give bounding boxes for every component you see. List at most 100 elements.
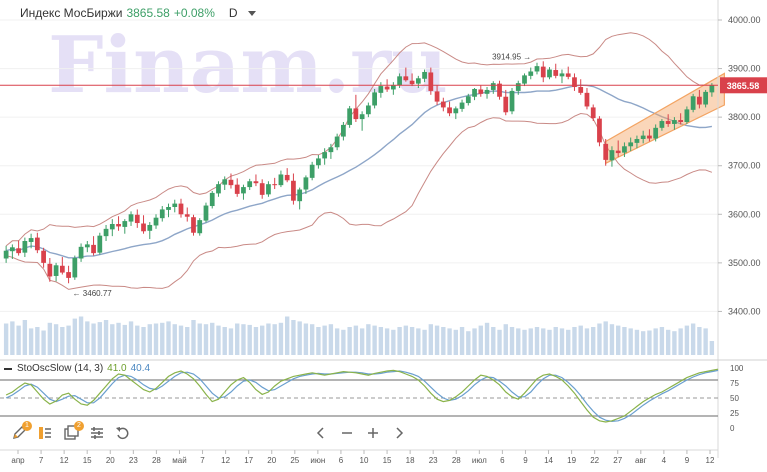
volume-bar	[366, 324, 371, 355]
candle-body	[322, 152, 328, 159]
candle	[266, 181, 271, 197]
candle	[584, 88, 590, 110]
time-tick-label: 12	[60, 456, 69, 465]
candle-body	[540, 66, 546, 78]
candle-body	[259, 183, 265, 195]
undo-icon[interactable]	[110, 422, 136, 444]
volume-bar	[122, 324, 127, 355]
candle	[697, 89, 702, 109]
interval-selector[interactable]: D	[228, 6, 238, 20]
volume-bar	[534, 327, 540, 355]
list-icon[interactable]	[32, 422, 58, 444]
caret-down-icon[interactable]	[247, 10, 256, 16]
volume-bar	[247, 324, 252, 355]
candle-body	[53, 265, 59, 276]
candle	[534, 62, 540, 75]
settings-icon[interactable]	[84, 422, 110, 444]
candle	[153, 214, 159, 229]
volume-bar	[172, 324, 177, 355]
candle	[484, 87, 490, 99]
volume-bar	[147, 324, 152, 355]
time-tick-label: 17	[244, 456, 253, 465]
volume-bar	[597, 323, 602, 355]
zoom-out-icon[interactable]	[334, 422, 360, 444]
volume-bar	[85, 321, 90, 355]
candle-body	[628, 142, 634, 147]
volume-bar	[453, 329, 458, 355]
instrument-name[interactable]: Индекс МосБиржи	[20, 6, 123, 20]
candle	[309, 161, 315, 181]
lower-band-line	[5, 112, 713, 290]
candle-body	[472, 88, 477, 97]
time-tick-label: 27	[613, 456, 622, 465]
candle-body	[409, 80, 415, 85]
candle-body	[166, 207, 171, 210]
chevron-left-icon[interactable]	[308, 422, 334, 444]
time-tick-label: авг	[635, 456, 647, 465]
time-tick-label: 20	[267, 456, 276, 465]
candle-body	[216, 184, 221, 194]
volume-bar	[10, 321, 15, 355]
candle-body	[272, 184, 278, 186]
indicators-icon[interactable]: 2	[58, 421, 84, 444]
price-tick-label: 3500.00	[728, 258, 761, 268]
volume-bar	[441, 327, 446, 355]
candle	[572, 73, 577, 91]
zoom-in-icon[interactable]	[360, 422, 386, 444]
candle-body	[578, 87, 584, 93]
time-tick-label: 7	[200, 456, 205, 465]
volume-bar	[472, 328, 477, 355]
candle-body	[284, 174, 290, 181]
candle	[297, 187, 303, 210]
volume-bar	[603, 321, 608, 355]
time-tick-label: 7	[39, 456, 44, 465]
pencil-icon[interactable]: 1	[6, 421, 32, 444]
candle-body	[397, 76, 402, 86]
candle-body	[316, 158, 321, 166]
candle-body	[422, 71, 427, 79]
candle-body	[440, 101, 446, 108]
candle-body	[228, 179, 234, 186]
candle-body	[640, 135, 646, 139]
candle-body	[559, 73, 565, 77]
candle-body	[484, 89, 490, 94]
time-tick-label: 25	[290, 456, 299, 465]
volume-bar	[22, 320, 28, 355]
volume-bar	[160, 322, 165, 355]
candle	[634, 135, 640, 149]
candle-body	[334, 136, 340, 148]
candle	[403, 67, 409, 82]
header-menu-icon[interactable]	[0, 0, 6, 26]
time-tick-label: 23	[129, 456, 138, 465]
candle-body	[291, 180, 296, 201]
candle-body	[515, 83, 521, 91]
stoch-tick-label: 75	[730, 379, 739, 388]
indicator-menu-icon[interactable]	[4, 367, 12, 370]
candle-body	[78, 246, 84, 259]
candle	[622, 142, 627, 157]
volume-bar	[253, 327, 259, 355]
candle	[178, 198, 184, 218]
candle-body	[615, 150, 621, 154]
candle	[390, 82, 396, 95]
volume-bar	[353, 325, 359, 355]
candle	[415, 75, 421, 88]
time-tick-label: июн	[310, 456, 325, 465]
volume-bar	[384, 328, 390, 355]
volume-bar	[166, 321, 171, 355]
candle	[603, 139, 609, 166]
candle-body	[16, 248, 21, 254]
moving-average-line	[5, 84, 713, 259]
chevron-right-icon[interactable]	[386, 422, 412, 444]
candle	[347, 105, 353, 128]
candle-body	[191, 217, 196, 233]
last-price-label: 3865.58	[727, 81, 760, 91]
volume-bar	[659, 327, 665, 355]
volume-bar	[128, 321, 134, 355]
volume-bar	[466, 331, 471, 355]
chart-navigation	[308, 421, 412, 445]
time-tick-label: 18	[406, 456, 415, 465]
volume-bar	[591, 327, 596, 355]
volume-bar	[28, 328, 34, 355]
